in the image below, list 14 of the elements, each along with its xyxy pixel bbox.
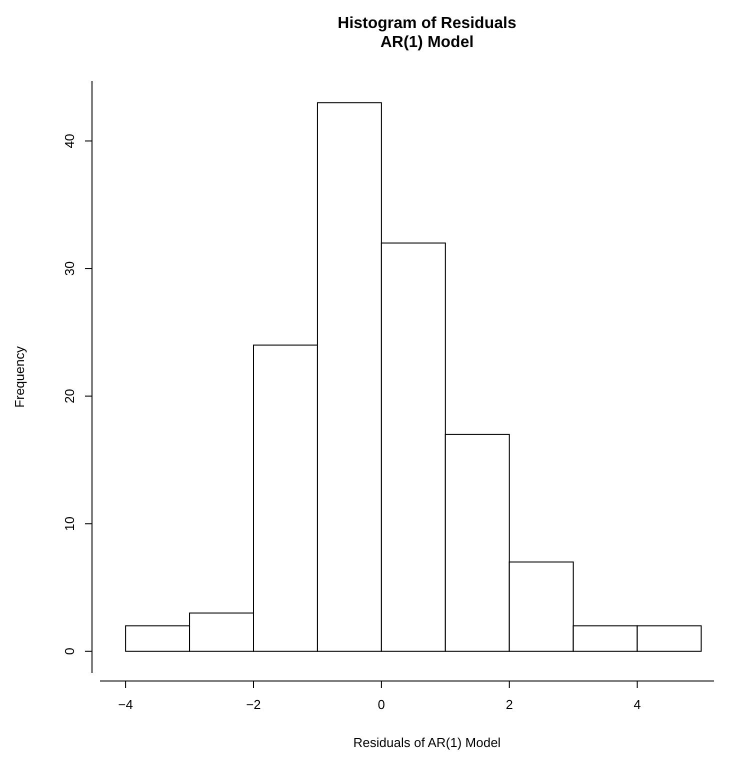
x-tick-label: 0 <box>378 697 386 712</box>
y-tick-label: 30 <box>62 261 77 276</box>
y-tick-label: 40 <box>62 134 77 148</box>
y-axis-title: Frequency <box>12 346 27 408</box>
y-tick-label: 0 <box>62 648 77 655</box>
x-tick-label: −4 <box>118 697 133 712</box>
x-tick-label: −2 <box>246 697 261 712</box>
y-tick-label: 10 <box>62 516 77 531</box>
x-tick-label: 2 <box>506 697 513 712</box>
chart-subtitle: AR(1) Model <box>380 34 474 51</box>
x-axis-title: Residuals of AR(1) Model <box>353 735 501 750</box>
y-tick-label: 20 <box>62 388 77 404</box>
chart-title: Histogram of Residuals <box>338 15 516 32</box>
x-tick-label: 4 <box>634 697 641 712</box>
